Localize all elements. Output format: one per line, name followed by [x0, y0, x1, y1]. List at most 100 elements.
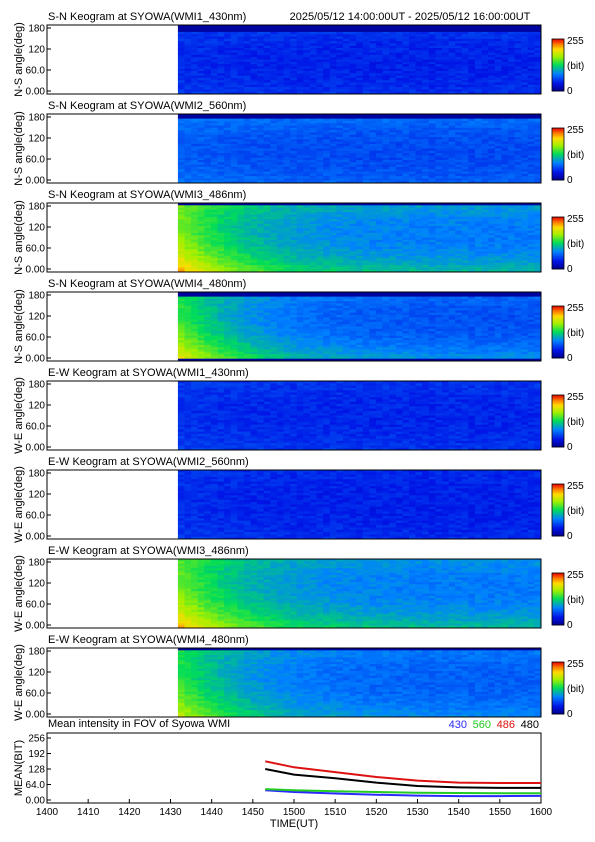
heatmap-cell	[270, 176, 278, 179]
heatmap-cell	[514, 50, 522, 53]
heatmap-cell	[296, 84, 304, 88]
heatmap-cell	[336, 125, 344, 129]
heatmap-cell	[290, 130, 298, 133]
heatmap-cell	[527, 173, 535, 177]
heatmap-cell	[177, 89, 185, 93]
heatmap-cell	[309, 180, 317, 184]
heatmap-cell	[395, 132, 403, 136]
heatmap-cell	[527, 87, 535, 90]
heatmap-cell	[534, 73, 542, 76]
heatmap-cell	[415, 251, 423, 254]
heatmap-cell	[527, 61, 535, 65]
heatmap-cell	[230, 52, 238, 56]
heatmap-cell	[210, 25, 218, 28]
heatmap-cell	[402, 223, 410, 227]
heatmap-cell	[362, 232, 370, 236]
heatmap-cell	[369, 80, 377, 83]
heatmap-cell	[283, 25, 291, 28]
heatmap-cell	[309, 178, 317, 182]
heatmap-cell	[290, 239, 298, 243]
heatmap-cell	[283, 153, 291, 156]
heatmap-cell	[356, 125, 364, 129]
heatmap-cell	[455, 253, 463, 257]
heatmap-cell	[309, 219, 317, 222]
heatmap-cell	[177, 269, 185, 273]
heatmap-cell	[448, 54, 456, 58]
heatmap-cell	[237, 41, 245, 44]
heatmap-cell	[230, 130, 238, 133]
heatmap-cell	[342, 265, 350, 268]
heatmap-cell	[435, 45, 443, 49]
heatmap-cell	[263, 265, 271, 268]
heatmap-cell	[336, 162, 344, 165]
heatmap-cell	[441, 132, 449, 136]
heatmap-cell	[303, 258, 311, 261]
heatmap-cell	[316, 232, 324, 236]
heatmap-cell	[197, 262, 205, 266]
heatmap-cell	[191, 244, 199, 248]
colorbar-segment	[552, 150, 564, 152]
heatmap-cell	[468, 36, 476, 40]
heatmap-cell	[402, 27, 410, 30]
heatmap-cell	[441, 66, 449, 70]
heatmap-cell	[408, 43, 416, 47]
heatmap-cell	[514, 173, 522, 177]
heatmap-cell	[184, 41, 192, 44]
heatmap-cell	[415, 214, 423, 218]
heatmap-cell	[441, 54, 449, 58]
heatmap-cell	[527, 41, 535, 44]
heatmap-cell	[501, 173, 509, 177]
heatmap-cell	[283, 242, 291, 245]
heatmap-cell	[290, 54, 298, 58]
heatmap-cell	[184, 212, 192, 215]
heatmap-cell	[290, 169, 298, 172]
heatmap-cell	[296, 255, 304, 259]
heatmap-cell	[481, 148, 489, 152]
heatmap-cell	[204, 230, 212, 234]
heatmap-cell	[329, 114, 337, 117]
heatmap-cell	[494, 178, 502, 182]
heatmap-cell	[336, 237, 344, 241]
heatmap-cell	[237, 89, 245, 93]
heatmap-cell	[316, 137, 324, 140]
heatmap-cell	[408, 59, 416, 63]
heatmap-cell	[184, 27, 192, 30]
heatmap-cell	[402, 143, 410, 147]
heatmap-cell	[534, 132, 542, 136]
heatmap-cell	[521, 148, 529, 152]
heatmap-cell	[488, 249, 496, 252]
colorbar-segment	[552, 89, 564, 92]
heatmap-cell	[461, 269, 469, 273]
heatmap-cell	[461, 237, 469, 241]
heatmap-cell	[276, 137, 284, 140]
heatmap-cell	[191, 258, 199, 261]
heatmap-cell	[329, 164, 337, 168]
heatmap-cell	[230, 31, 238, 35]
heatmap-cell	[283, 89, 291, 93]
heatmap-cell	[435, 82, 443, 86]
heatmap-cell	[534, 77, 542, 81]
heatmap-cell	[349, 255, 357, 259]
heatmap-cell	[243, 219, 251, 222]
heatmap-cell	[455, 45, 463, 49]
heatmap-cell	[428, 68, 436, 72]
colorbar-segment	[552, 131, 564, 134]
heatmap-cell	[448, 125, 456, 129]
heatmap-cell	[507, 242, 515, 245]
heatmap-cell	[263, 255, 271, 259]
heatmap-cell	[488, 34, 496, 37]
heatmap-cell	[415, 232, 423, 236]
heatmap-cell	[507, 61, 515, 65]
heatmap-cell	[428, 176, 436, 179]
heatmap-cell	[243, 239, 251, 243]
heatmap-cell	[349, 232, 357, 236]
heatmap-cell	[342, 176, 350, 179]
heatmap-cell	[197, 139, 205, 142]
heatmap-cell	[468, 125, 476, 129]
heatmap-cell	[422, 38, 430, 42]
colorbar-segment	[552, 65, 564, 67]
heatmap-cell	[507, 176, 515, 179]
heatmap-cell	[197, 57, 205, 60]
heatmap-cell	[349, 242, 357, 245]
heatmap-cell	[514, 38, 522, 42]
